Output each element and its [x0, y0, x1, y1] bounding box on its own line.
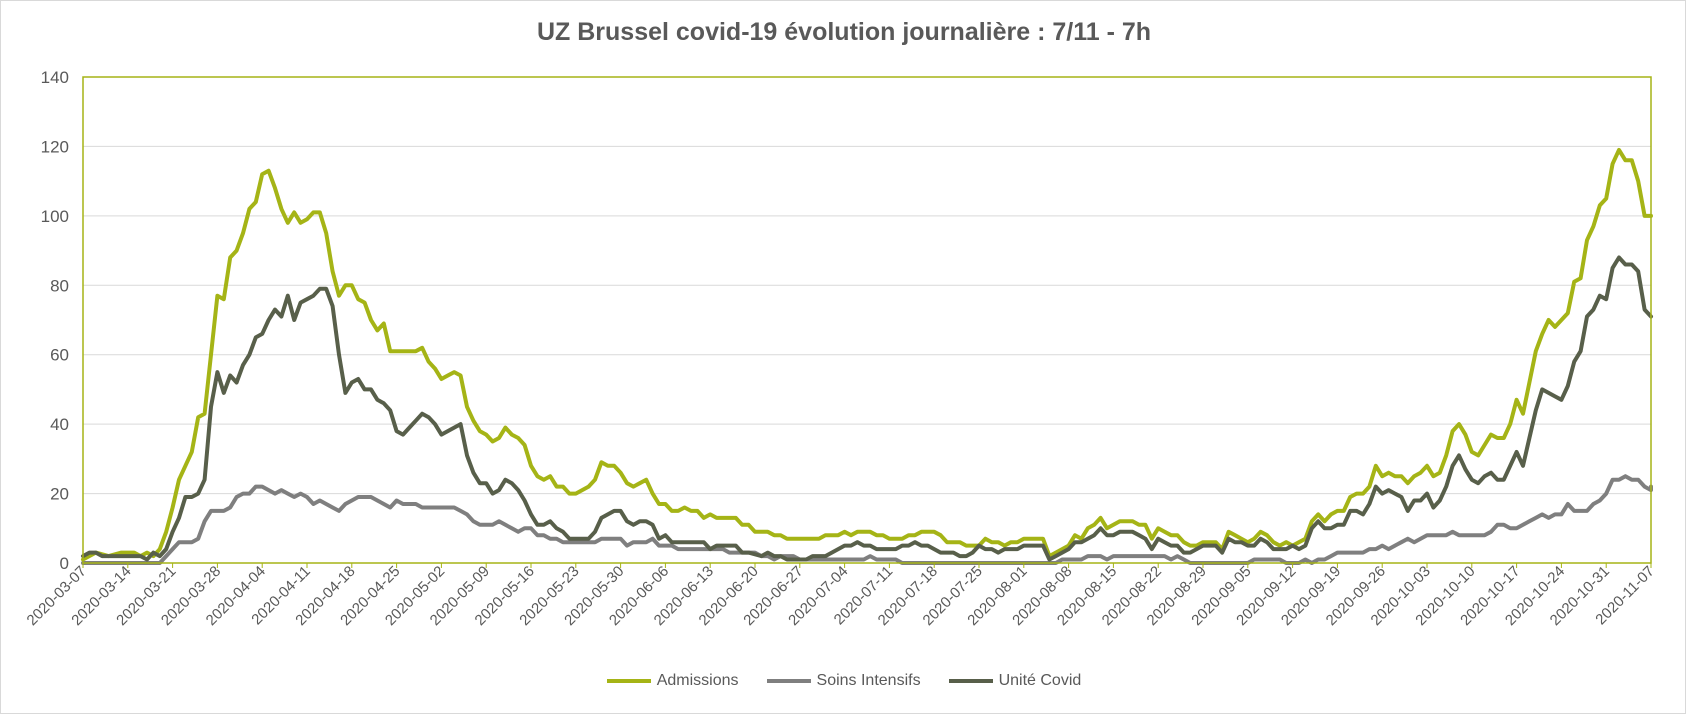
legend-label: Admissions: [656, 672, 739, 689]
y-tick-label: 40: [50, 415, 69, 434]
chart-title: UZ Brussel covid-19 évolution journalièr…: [536, 18, 1152, 46]
legend-item: Unité Covid: [948, 672, 1082, 690]
y-tick-label: 140: [41, 68, 69, 87]
legend-item: Admissions: [606, 672, 739, 690]
y-tick-label: 0: [60, 554, 69, 573]
legend-label: Soins Intensifs: [816, 672, 921, 689]
legend-swatch: [948, 679, 993, 683]
y-tick-label: 120: [41, 137, 69, 156]
legend-item: Soins Intensifs: [766, 672, 921, 690]
legend-swatch: [766, 679, 811, 683]
plot-area-border: [82, 76, 1652, 564]
legend: Admissions Soins Intensifs Unité Covid: [0, 672, 1688, 690]
legend-swatch: [606, 679, 651, 683]
y-tick-label: 20: [50, 485, 69, 504]
gridlines: [83, 145, 1651, 495]
y-tick-label: 100: [41, 207, 69, 226]
legend-label: Unité Covid: [998, 672, 1082, 689]
y-axis-ticks: 0 20 40 60 80 100 120 140: [41, 68, 69, 573]
y-tick-label: 80: [50, 276, 69, 295]
y-tick-label: 60: [50, 346, 69, 365]
series-line-soins-intensifs: [81, 474, 1653, 565]
x-axis-ticks: 2020-03-072020-03-142020-03-212020-03-28…: [24, 563, 1658, 629]
series-line-admissions: [81, 147, 1653, 562]
series-lines: [81, 147, 1653, 565]
series-line-unit-covid: [81, 255, 1653, 562]
